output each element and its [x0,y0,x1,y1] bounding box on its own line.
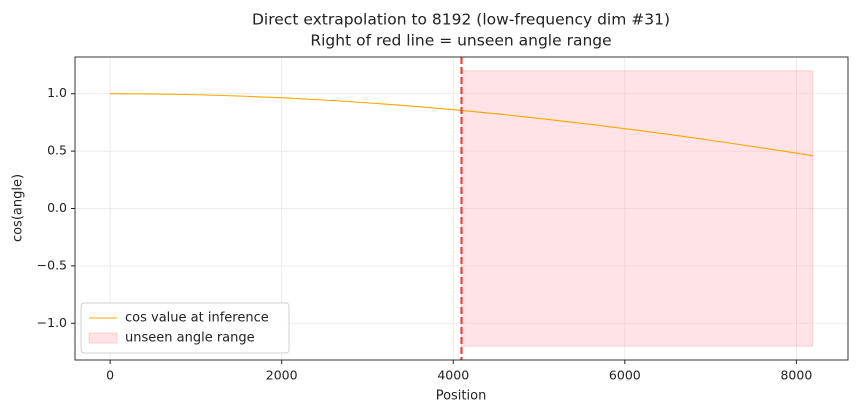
x-tick-label: 2000 [266,368,298,383]
x-tick-label: 6000 [609,368,641,383]
shaded-region [461,70,814,347]
y-axis-label: cos(angle) [11,174,26,242]
legend-label: cos value at inference [125,311,269,326]
plot-frame [74,56,849,361]
chart-title: Direct extrapolation to 8192 (low-freque… [252,11,670,29]
x-tick-label: 4000 [437,368,469,383]
legend-box [80,302,290,354]
x-axis-label: Position [436,389,487,404]
y-tick-label: −1.0 [37,315,67,330]
y-tick-label: −0.5 [37,257,67,272]
y-tick-label: 0.0 [47,200,67,215]
x-tick-label: 0 [106,368,114,383]
legend-label: unseen angle range [125,331,255,346]
legend-swatch [88,332,118,344]
x-tick-label: 8000 [780,368,812,383]
y-tick-label: 0.5 [47,143,67,158]
chart-subtitle: Right of red line = unseen angle range [310,32,611,50]
y-tick-label: 1.0 [47,85,67,100]
